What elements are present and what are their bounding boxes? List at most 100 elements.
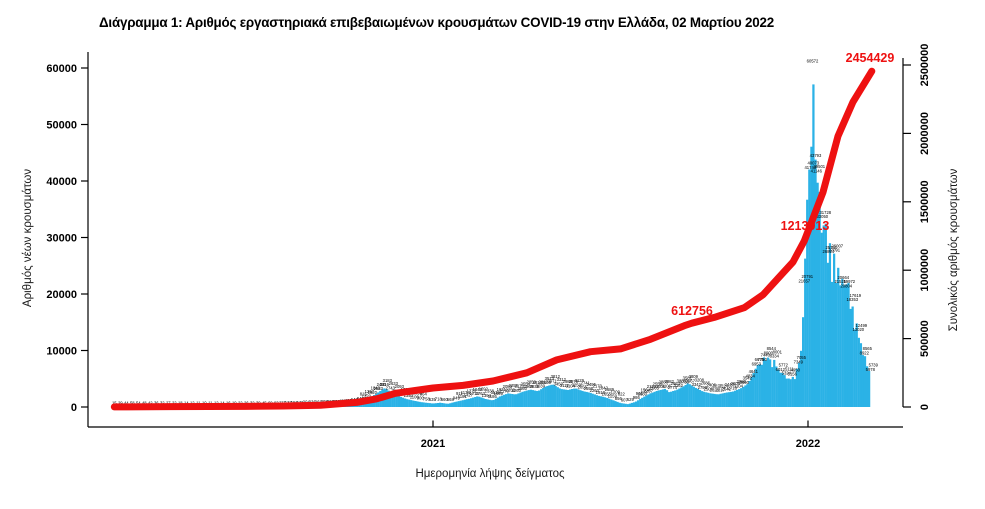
bar-peak-label: 60572 bbox=[807, 58, 819, 63]
bar bbox=[674, 390, 677, 407]
bar bbox=[659, 389, 662, 407]
bar-value-label: 3006 bbox=[656, 384, 666, 389]
bar-value-label: 5156 bbox=[788, 372, 798, 377]
bar-value-label: 3730 bbox=[680, 380, 690, 385]
bar-value-label: 6012 bbox=[776, 367, 786, 372]
bar bbox=[707, 392, 710, 407]
bar bbox=[426, 402, 429, 407]
bar-value-label: 2495 bbox=[587, 382, 597, 387]
bar-value-label: 1139 bbox=[491, 390, 501, 395]
bar-value-label: 2980 bbox=[737, 379, 747, 384]
bar-value-label: 7349 bbox=[794, 359, 804, 364]
bar-value-label: 2609 bbox=[731, 381, 741, 386]
bar-value-label: 8922 bbox=[860, 350, 870, 355]
bar bbox=[441, 403, 444, 407]
bar-value-label: 2598 bbox=[584, 386, 594, 391]
y-left-tick-label: 0 bbox=[71, 402, 77, 414]
bar bbox=[764, 360, 768, 407]
bar bbox=[465, 399, 469, 407]
bar-value-label: 3106 bbox=[662, 383, 672, 388]
bar bbox=[651, 392, 654, 407]
bar bbox=[476, 396, 479, 407]
bar-value-label: 25751 bbox=[825, 245, 837, 250]
bar-value-label: 40073 bbox=[807, 161, 819, 166]
bar bbox=[781, 373, 784, 407]
x-tick-label: 2022 bbox=[796, 438, 820, 450]
bar bbox=[624, 403, 627, 407]
bar-value-label: 2798 bbox=[698, 385, 708, 390]
bar-value-label: 1843 bbox=[371, 386, 381, 391]
bar bbox=[682, 386, 685, 407]
y-right-tick-label: 2000000 bbox=[919, 112, 931, 155]
bar bbox=[680, 387, 683, 407]
bar bbox=[719, 393, 722, 407]
bar bbox=[775, 366, 778, 407]
bar-value-label: 3104 bbox=[734, 383, 744, 388]
bar bbox=[812, 84, 815, 408]
bar bbox=[643, 396, 646, 407]
bar-value-label: 2718 bbox=[728, 385, 738, 390]
bar bbox=[711, 393, 714, 407]
y-axis-label-right: Συνολικός αριθμός κρουσμάτων bbox=[948, 168, 960, 332]
bar bbox=[816, 182, 819, 407]
bar bbox=[684, 385, 687, 407]
bar bbox=[546, 386, 549, 407]
bar-value-label: 718 bbox=[435, 397, 443, 402]
bar-value-label: 5978 bbox=[866, 367, 876, 372]
bar bbox=[785, 378, 788, 407]
bar bbox=[589, 392, 592, 407]
bar-value-label: 1181 bbox=[458, 394, 468, 399]
bar bbox=[585, 391, 588, 407]
bar bbox=[408, 399, 411, 407]
milestone-annotations: 612756 1213913 2454429 bbox=[671, 51, 894, 318]
bar-value-label: 2855 bbox=[578, 385, 588, 390]
bar bbox=[767, 357, 770, 407]
bar bbox=[573, 388, 576, 407]
bar-value-label: 44 bbox=[124, 401, 129, 406]
bar-value-label: 2554 bbox=[521, 382, 531, 387]
bar-value-label: 2917 bbox=[539, 379, 549, 384]
bar bbox=[583, 391, 586, 407]
bar bbox=[833, 253, 836, 407]
bar-value-label: 2663 bbox=[671, 381, 681, 386]
bar bbox=[647, 394, 650, 407]
bar bbox=[694, 387, 698, 407]
bar bbox=[769, 359, 772, 407]
bar bbox=[773, 359, 776, 407]
bar bbox=[410, 400, 413, 407]
bar-value-label: 32 bbox=[160, 401, 165, 406]
bar bbox=[606, 398, 609, 407]
bar bbox=[422, 402, 425, 407]
bar bbox=[736, 389, 739, 407]
bar bbox=[777, 369, 780, 407]
bar bbox=[564, 389, 568, 407]
bar bbox=[511, 394, 514, 407]
bar bbox=[828, 243, 832, 407]
bar-value-label: 2665 bbox=[650, 386, 660, 391]
bar bbox=[591, 393, 594, 407]
bar bbox=[488, 399, 491, 407]
bar-value-label: 3971 bbox=[548, 378, 558, 383]
bar-value-label: 2886 bbox=[659, 380, 669, 385]
bar-value-label: 2320 bbox=[710, 388, 720, 393]
bar-value-label: 1918 bbox=[596, 390, 606, 395]
bar-value-label: 54 bbox=[136, 401, 141, 406]
bar-value-label: 6953 bbox=[752, 362, 762, 367]
bar-value-label: 8565 bbox=[863, 346, 873, 351]
bar-value-label: 41743 bbox=[804, 165, 816, 170]
bar bbox=[731, 391, 735, 407]
bar-value-label: 2850 bbox=[527, 380, 537, 385]
bar-value-label: 1209 bbox=[611, 389, 621, 394]
bar bbox=[437, 403, 440, 407]
y-right-tick-label: 2500000 bbox=[919, 44, 931, 87]
bar-value-label: 8334 bbox=[770, 354, 780, 359]
y-right-tick-label: 500000 bbox=[919, 320, 931, 357]
bar bbox=[808, 169, 811, 407]
bar bbox=[463, 399, 467, 407]
bar bbox=[843, 285, 846, 407]
bar bbox=[746, 384, 749, 407]
y-left-tick-label: 50000 bbox=[46, 120, 77, 132]
bar bbox=[542, 388, 545, 407]
bar-value-label: 635 bbox=[429, 397, 437, 402]
